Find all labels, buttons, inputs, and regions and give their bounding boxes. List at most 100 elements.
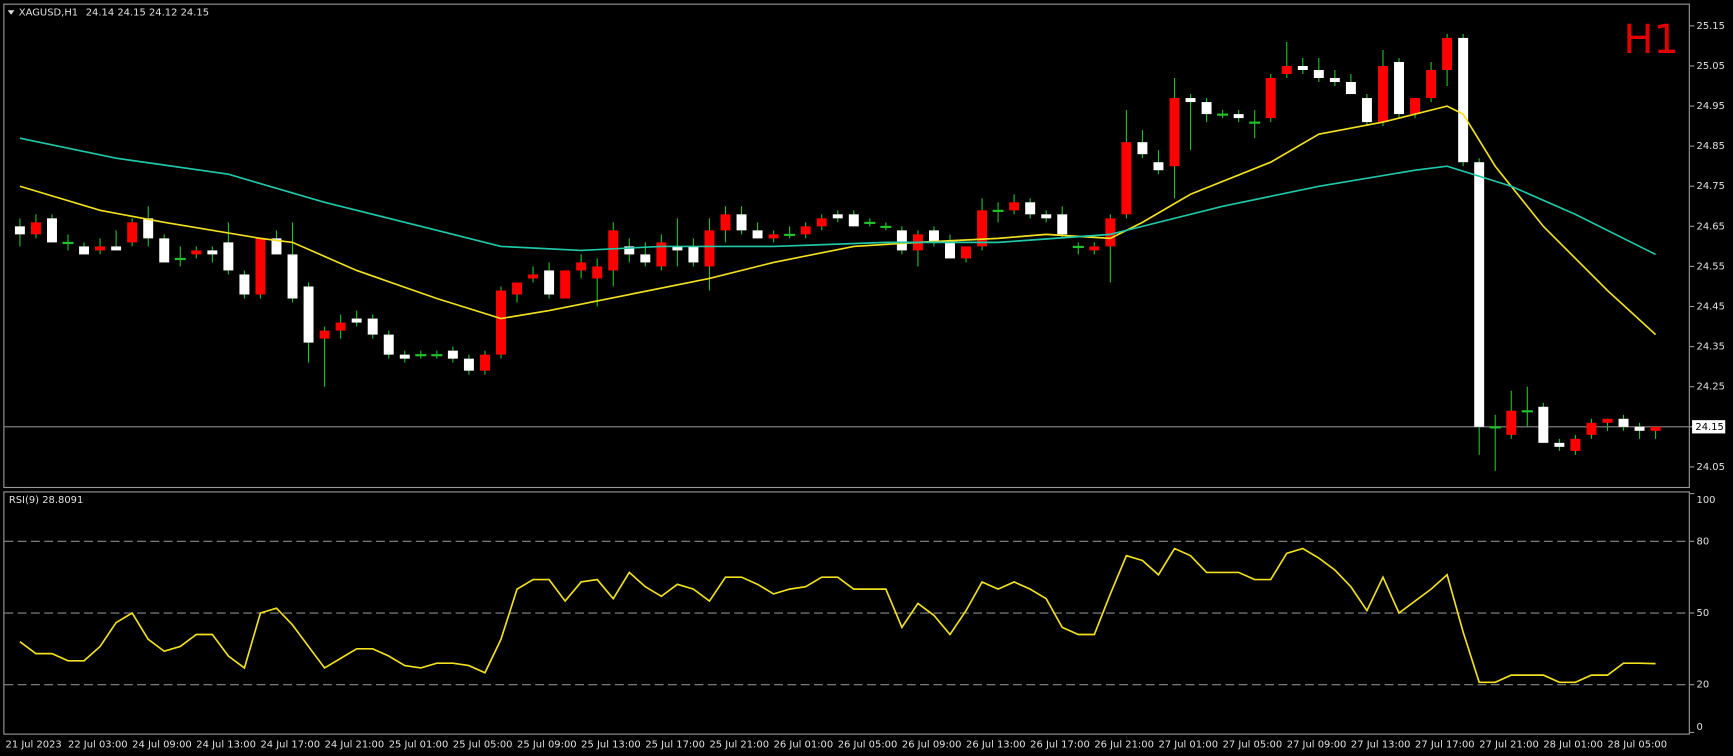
candle-body bbox=[271, 238, 282, 255]
candle-body bbox=[1538, 406, 1549, 443]
candle-body bbox=[1521, 410, 1533, 413]
menu-arrow[interactable] bbox=[7, 10, 15, 15]
y-tick-label: 20 bbox=[1697, 680, 1710, 691]
candle-body bbox=[30, 222, 41, 235]
candle-body bbox=[512, 282, 523, 295]
candle-body bbox=[47, 218, 57, 243]
candle-body bbox=[688, 246, 699, 263]
candle-body bbox=[111, 246, 122, 251]
candle-body bbox=[1265, 78, 1276, 119]
x-tick-label: 26 Jul 13:00 bbox=[966, 740, 1026, 751]
x-tick-label: 24 Jul 09:00 bbox=[132, 740, 192, 751]
x-tick-label: 27 Jul 01:00 bbox=[1158, 740, 1218, 751]
candle-body bbox=[560, 270, 571, 299]
y-tick-label: 24.45 bbox=[1697, 302, 1725, 313]
candle-body bbox=[704, 230, 715, 267]
open: 24.14 bbox=[86, 7, 114, 18]
candle-body bbox=[656, 242, 667, 267]
candle-body bbox=[174, 257, 186, 261]
candle-body bbox=[961, 246, 972, 259]
candle-body bbox=[1489, 426, 1501, 429]
candle-body bbox=[1217, 113, 1229, 116]
candle-body bbox=[544, 270, 555, 295]
x-tick-label: 26 Jul 05:00 bbox=[838, 740, 898, 751]
x-tick-label: 25 Jul 05:00 bbox=[453, 740, 513, 751]
x-tick-label: 25 Jul 21:00 bbox=[709, 740, 769, 751]
candle-body bbox=[1137, 142, 1148, 155]
bid-label: 24.15 bbox=[1695, 422, 1723, 433]
candle-body bbox=[223, 242, 234, 271]
y-tick-label: 24.25 bbox=[1697, 382, 1725, 393]
y-tick-label: 0 bbox=[1697, 722, 1703, 733]
x-tick-label: 21 Jul 2023 bbox=[6, 740, 62, 751]
candle-body bbox=[415, 354, 427, 357]
candle-body bbox=[319, 330, 330, 339]
candle-body bbox=[1410, 98, 1421, 115]
candle-body bbox=[816, 218, 827, 227]
candle-body bbox=[1618, 418, 1629, 427]
x-tick-label: 24 Jul 17:00 bbox=[260, 740, 320, 751]
candle-body bbox=[977, 210, 988, 247]
candle-body bbox=[1506, 410, 1517, 435]
x-tick-label: 26 Jul 01:00 bbox=[774, 740, 834, 751]
x-tick-label: 25 Jul 09:00 bbox=[517, 740, 577, 751]
candle-body bbox=[945, 242, 955, 259]
x-tick-label: 26 Jul 21:00 bbox=[1094, 740, 1154, 751]
candle-body bbox=[576, 262, 587, 271]
x-tick-label: 27 Jul 17:00 bbox=[1415, 740, 1475, 751]
candle-body bbox=[848, 214, 859, 227]
candle-body bbox=[127, 222, 138, 243]
candle-body bbox=[1313, 69, 1324, 79]
candle-body bbox=[800, 226, 811, 235]
rsi-panel-frame bbox=[3, 491, 1690, 735]
y-tick-label: 24.55 bbox=[1697, 261, 1725, 272]
x-tick-label: 26 Jul 09:00 bbox=[902, 740, 962, 751]
candle-body bbox=[1057, 214, 1068, 235]
timeframe-label: H1 bbox=[1624, 17, 1679, 63]
candle-body bbox=[672, 246, 683, 251]
candle-body bbox=[1586, 422, 1597, 435]
x-tick-label: 28 Jul 05:00 bbox=[1607, 740, 1667, 751]
candle-body bbox=[720, 214, 731, 231]
candle-body bbox=[1233, 114, 1244, 119]
candle-body bbox=[1474, 162, 1485, 427]
candle-body bbox=[736, 214, 747, 231]
x-tick-label: 24 Jul 13:00 bbox=[196, 740, 256, 751]
candle-body bbox=[303, 286, 314, 343]
candle-body bbox=[79, 246, 90, 255]
candle-body bbox=[496, 290, 506, 355]
bid-box bbox=[1692, 420, 1726, 434]
candle-body bbox=[752, 230, 763, 239]
x-tick-label: 27 Jul 13:00 bbox=[1351, 740, 1411, 751]
candle-body bbox=[1394, 61, 1404, 115]
price-panel-frame bbox=[3, 3, 1690, 489]
candle-body bbox=[335, 322, 346, 331]
candle-body bbox=[768, 234, 779, 239]
candle-body bbox=[640, 254, 651, 263]
candle-body bbox=[14, 226, 25, 235]
candle-body bbox=[608, 230, 619, 271]
candle-body bbox=[1458, 37, 1469, 163]
candle-body bbox=[1329, 78, 1340, 83]
candle-body bbox=[1554, 442, 1565, 447]
x-tick-label: 27 Jul 05:00 bbox=[1223, 740, 1283, 751]
high: 24.15 bbox=[117, 7, 145, 18]
candle-body bbox=[1345, 82, 1356, 95]
y-tick-label: 80 bbox=[1697, 536, 1710, 547]
candle-body bbox=[1121, 142, 1132, 215]
low: 24.12 bbox=[149, 7, 177, 18]
x-tick-label: 25 Jul 01:00 bbox=[389, 740, 449, 751]
candle-body bbox=[1153, 162, 1164, 171]
candle-body bbox=[1089, 246, 1100, 251]
candle-body bbox=[447, 350, 458, 359]
candle-body bbox=[896, 230, 907, 251]
candle-body bbox=[1249, 121, 1261, 124]
chart-header: XAGUSD,H1 24.14 24.15 24.12 24.15 bbox=[19, 7, 209, 18]
candle-body bbox=[463, 358, 474, 371]
candle-body bbox=[1041, 214, 1052, 219]
candle-body bbox=[431, 354, 443, 357]
y-tick-label: 25.15 bbox=[1697, 21, 1725, 32]
candle-body bbox=[1009, 202, 1020, 211]
